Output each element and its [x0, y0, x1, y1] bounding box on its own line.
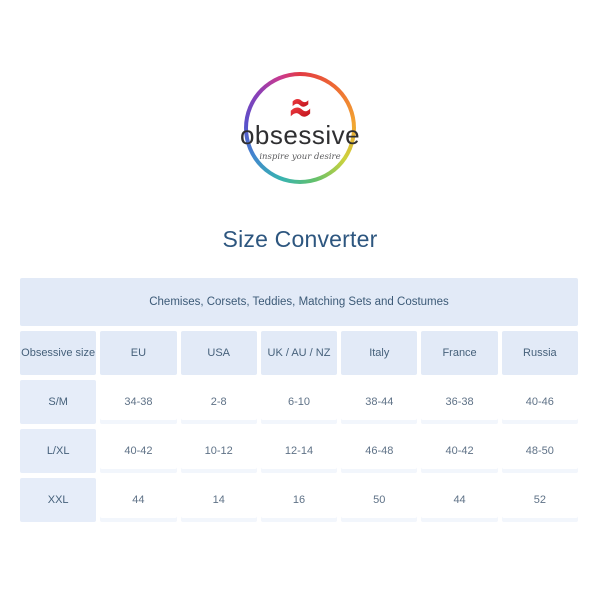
size-cell: 14: [180, 478, 257, 522]
row-label: S/M: [20, 380, 97, 424]
row-label: XXL: [20, 478, 97, 522]
size-cell: 6-10: [260, 380, 338, 424]
column-header-usa: USA: [180, 331, 257, 375]
brand-flag-icon: [285, 96, 315, 122]
size-cell: 2-8: [180, 380, 257, 424]
size-conversion-table: Chemises, Corsets, Teddies, Matching Set…: [20, 278, 578, 522]
size-cell: 10-12: [180, 429, 257, 473]
brand-wordmark: obsessive: [239, 120, 361, 150]
column-header-france: France: [421, 331, 498, 375]
size-cell: 44: [100, 478, 177, 522]
row-label: L/XL: [20, 429, 97, 473]
size-cell: 40-42: [421, 429, 498, 473]
size-cell: 40-46: [501, 380, 578, 424]
column-header-eu: EU: [100, 331, 177, 375]
column-header-obsessive-size: Obsessive size: [20, 331, 97, 375]
size-cell: 16: [260, 478, 338, 522]
brand-logo-inner: obsessive inspire your desire: [240, 76, 360, 180]
column-header-italy: Italy: [341, 331, 418, 375]
size-cell: 36-38: [421, 380, 498, 424]
size-cell: 46-48: [341, 429, 418, 473]
size-cell: 38-44: [341, 380, 418, 424]
size-cell: 52: [501, 478, 578, 522]
table-category-band: Chemises, Corsets, Teddies, Matching Set…: [20, 278, 578, 326]
size-cell: 40-42: [100, 429, 177, 473]
brand-logo: obsessive inspire your desire: [240, 72, 360, 184]
column-header-russia: Russia: [501, 331, 578, 375]
size-cell: 44: [421, 478, 498, 522]
table-grid: Obsessive size EU USA UK / AU / NZ Italy…: [20, 331, 578, 522]
size-cell: 34-38: [100, 380, 177, 424]
size-cell: 50: [341, 478, 418, 522]
column-header-uk-au-nz: UK / AU / NZ: [260, 331, 338, 375]
brand-tagline: inspire your desire: [259, 152, 341, 162]
size-cell: 48-50: [501, 429, 578, 473]
size-cell: 12-14: [260, 429, 338, 473]
page-title: Size Converter: [222, 226, 378, 252]
